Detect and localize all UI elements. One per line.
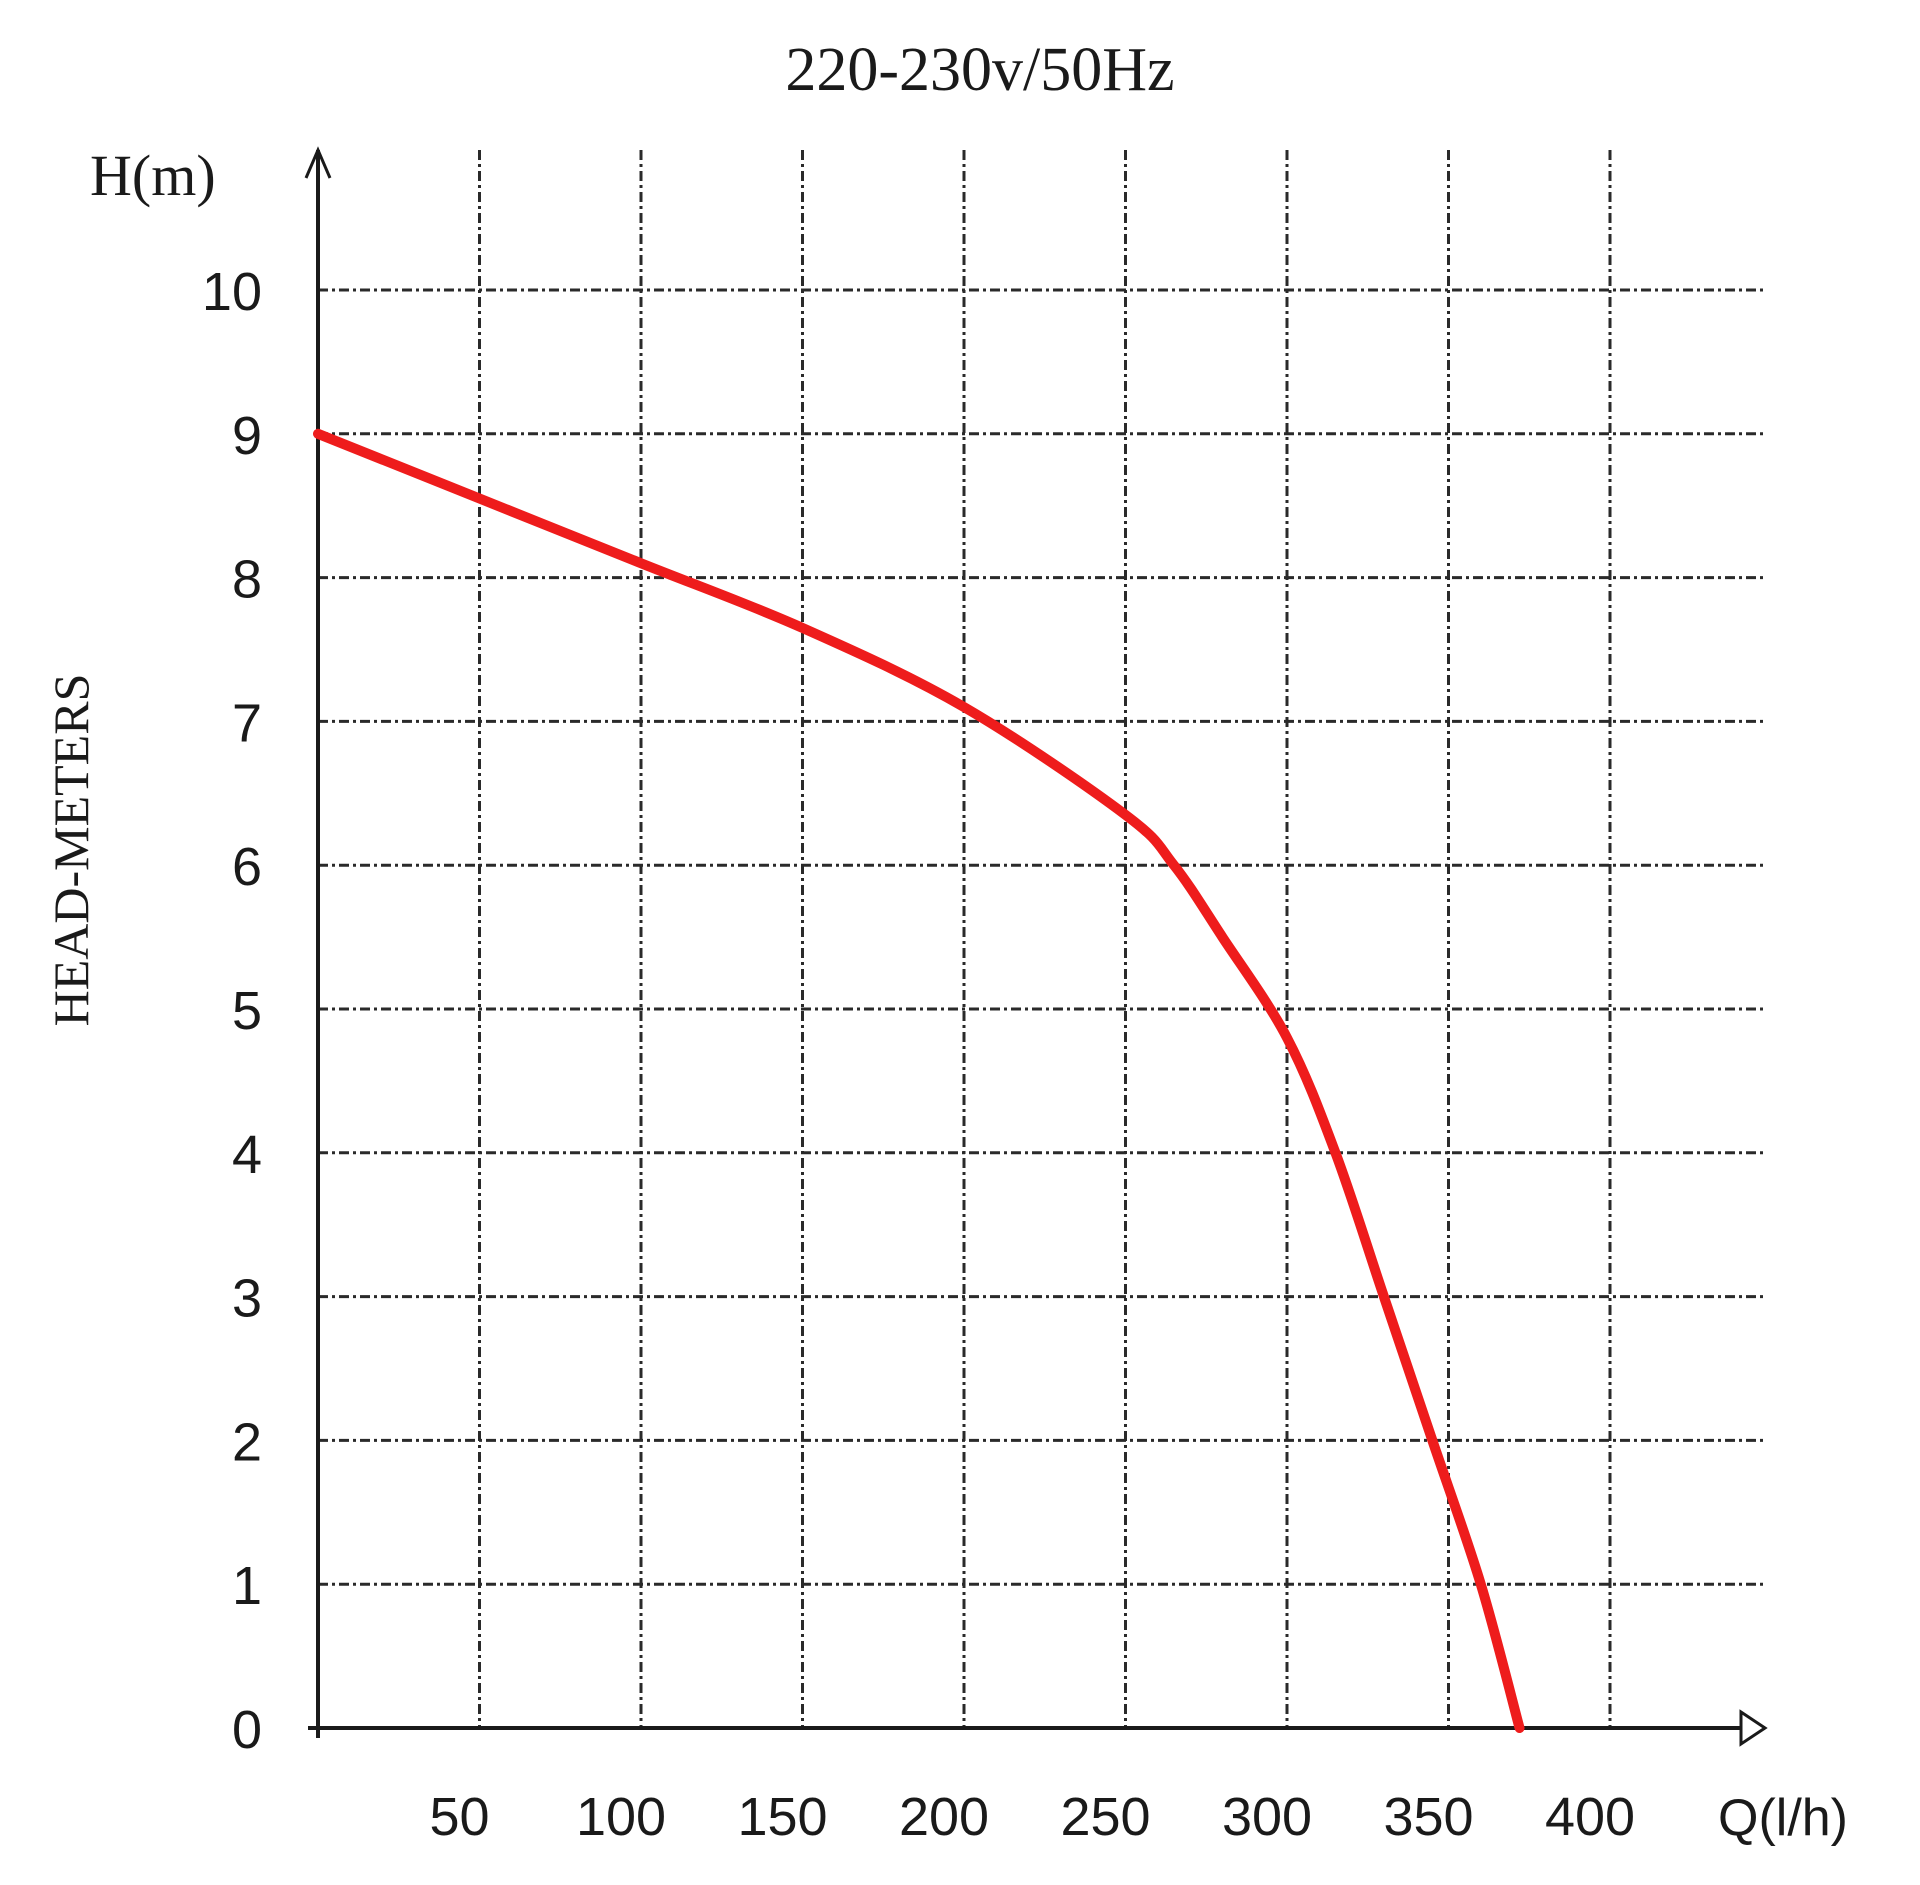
axes [304, 146, 1768, 1747]
y-tick-label: 9 [232, 406, 262, 466]
y-tick-label: 3 [232, 1269, 262, 1329]
x-tick-label: 150 [737, 1787, 827, 1847]
y-tick-label: 4 [232, 1125, 262, 1185]
series-layer [313, 428, 1525, 1733]
y-tick-label: 2 [232, 1412, 262, 1472]
series-line-0 [313, 428, 1525, 1733]
y-tick-label: 10 [202, 262, 262, 322]
y-tick-label: 5 [232, 981, 262, 1041]
y-axis-arrow [304, 146, 332, 179]
y-tick-label: 8 [232, 550, 262, 610]
tick-labels: 0 1 2 3 4 5 6 7 8 9 10 50 100 150 200 250 300 350 400 [202, 262, 1635, 1847]
x-tick-label: 250 [1060, 1787, 1150, 1847]
y-tick-label: 6 [232, 837, 262, 897]
y-tick-label: 0 [232, 1700, 262, 1760]
chart-title: 220-230v/50Hz [785, 36, 1174, 104]
x-tick-label: 50 [429, 1787, 489, 1847]
grid [318, 150, 1765, 1728]
x-tick-label: 400 [1545, 1787, 1635, 1847]
y-tick-label: 1 [232, 1556, 262, 1616]
x-tick-label: 300 [1222, 1787, 1312, 1847]
x-tick-label: 350 [1383, 1787, 1473, 1847]
x-tick-label: 200 [899, 1787, 989, 1847]
y-axis-title: HEAD-METERS [43, 674, 99, 1027]
x-tick-label: 100 [576, 1787, 666, 1847]
y-tick-label: 7 [232, 693, 262, 753]
y-unit-label: H(m) [90, 143, 216, 208]
x-axis-arrow [1739, 1709, 1768, 1747]
x-unit-label: Q(l/h) [1718, 1789, 1848, 1847]
